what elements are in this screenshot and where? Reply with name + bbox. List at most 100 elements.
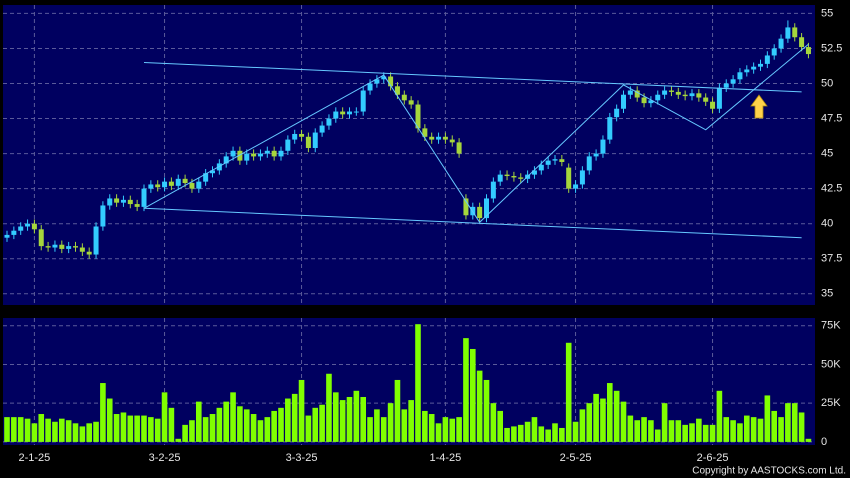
candle-body xyxy=(805,47,811,55)
candle-body xyxy=(668,90,674,92)
trendline xyxy=(143,207,802,239)
volume-bar xyxy=(771,410,777,442)
candle-body xyxy=(175,178,181,186)
candle-body xyxy=(730,79,736,84)
candle-body xyxy=(189,183,195,189)
candle-body xyxy=(477,206,483,219)
candle-body xyxy=(251,153,257,157)
volume-bar xyxy=(196,401,202,442)
volume-bar xyxy=(216,407,223,442)
volume-bar xyxy=(223,401,229,442)
volume-bar xyxy=(257,420,264,442)
candle-body xyxy=(449,139,455,143)
volume-bar xyxy=(408,400,414,442)
candle-body xyxy=(347,111,352,115)
candle-body xyxy=(751,66,757,70)
volume-bar xyxy=(442,417,449,442)
candle-body xyxy=(333,111,339,119)
y-tick-label: 0 xyxy=(821,436,827,448)
candle-body xyxy=(758,63,763,67)
x-tick-label: 2-1-25 xyxy=(19,452,51,464)
candle-body xyxy=(744,69,750,73)
candle-body xyxy=(141,188,147,207)
candle-body xyxy=(264,150,270,154)
volume-bar xyxy=(374,409,380,442)
y-tick-label: 75K xyxy=(821,320,841,332)
volume-bar xyxy=(148,417,154,442)
volume-bar xyxy=(798,412,805,442)
volume-bar xyxy=(278,407,284,442)
candle-body xyxy=(504,174,510,177)
candle-body xyxy=(771,48,777,56)
y-tick-label: 47.5 xyxy=(821,112,842,124)
y-tick-label: 50 xyxy=(821,77,833,89)
candle-body xyxy=(463,198,469,216)
candle-body xyxy=(312,132,318,148)
volume-bar xyxy=(572,421,579,442)
volume-bar xyxy=(449,418,456,442)
volume-bar xyxy=(778,417,784,442)
candle-body xyxy=(155,184,161,188)
volume-bar xyxy=(168,407,175,442)
candle-body xyxy=(18,226,24,231)
volume-bar xyxy=(702,424,709,442)
x-tick-label: 2-6-25 xyxy=(697,452,729,464)
x-tick-label: 3-3-25 xyxy=(286,452,318,464)
candle-body xyxy=(66,246,72,249)
candle-body xyxy=(696,93,702,98)
candle-body xyxy=(518,177,524,179)
candle-body xyxy=(429,136,435,140)
volume-bar xyxy=(59,418,65,442)
volume-bar xyxy=(620,401,627,442)
candle-body xyxy=(689,93,695,97)
y-tick-label: 52.5 xyxy=(821,42,842,54)
candle-body xyxy=(401,94,407,101)
candle-body xyxy=(93,226,99,255)
volume-bar xyxy=(470,348,476,442)
volume-bar xyxy=(380,417,387,442)
candle-body xyxy=(641,97,647,104)
candle-body xyxy=(511,176,517,178)
volume-bar xyxy=(661,403,668,442)
volume-bar xyxy=(627,415,634,442)
candle-body xyxy=(305,136,311,148)
candle-body xyxy=(422,128,428,137)
candle-body xyxy=(100,205,106,227)
candle-body xyxy=(490,181,496,199)
volume-bar xyxy=(209,414,216,442)
volume-bar xyxy=(750,417,757,442)
candle-body xyxy=(182,178,188,184)
candle-body xyxy=(326,118,332,126)
candle-body xyxy=(148,184,154,189)
candle-body xyxy=(600,139,606,154)
volume-bar xyxy=(648,420,654,442)
y-tick-label: 55 xyxy=(821,7,833,19)
candle-body xyxy=(566,167,572,189)
volume-bar xyxy=(4,417,10,442)
volume-bar xyxy=(285,398,291,442)
volume-bar xyxy=(463,338,469,442)
volume-bar xyxy=(538,426,545,442)
candle-body xyxy=(4,234,10,238)
volume-bar xyxy=(730,420,736,442)
volume-bar xyxy=(524,421,531,442)
candle-body xyxy=(114,198,120,203)
volume-bar xyxy=(668,420,675,442)
candle-body xyxy=(408,100,414,105)
candle-body xyxy=(367,83,373,91)
volume-bar xyxy=(346,396,353,442)
candle-body xyxy=(292,133,298,140)
candle-body xyxy=(442,136,448,140)
volume-bar xyxy=(189,420,195,442)
y-tick-label: 42.5 xyxy=(821,183,842,195)
candle-body xyxy=(394,86,400,95)
candle-body xyxy=(545,160,551,165)
volume-bar xyxy=(161,392,168,442)
candle-body xyxy=(237,150,243,161)
trendline xyxy=(143,43,809,224)
candle-body xyxy=(388,76,394,87)
candle-body xyxy=(579,170,585,185)
candle-body xyxy=(634,90,640,98)
